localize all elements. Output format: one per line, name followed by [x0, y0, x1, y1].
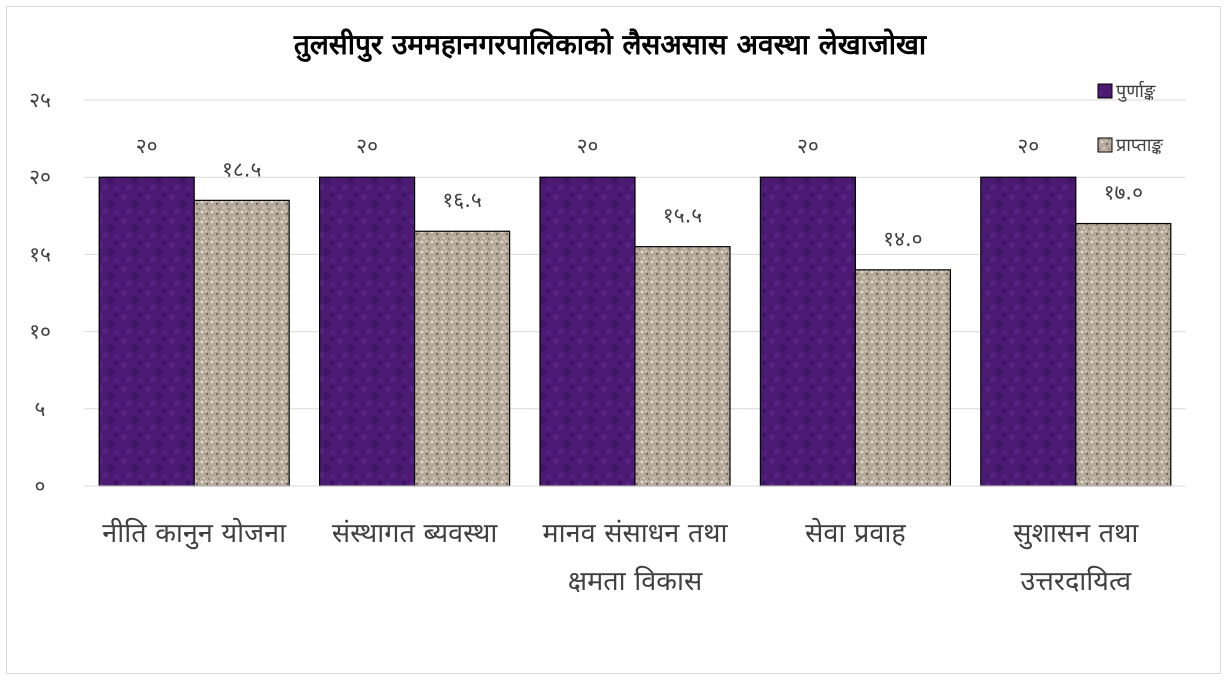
chart-title: तुलसीपुर उममहानगरपालिकाको लैसअसास अवस्था… [293, 28, 928, 62]
y-tick-label: २० [29, 165, 51, 189]
category-label: उत्तरदायित्व [1020, 565, 1132, 597]
bar-praptanka [1075, 222, 1172, 487]
bar-praptanka [414, 230, 511, 487]
category-label: सेवा प्रवाह [805, 517, 906, 549]
y-tick-label: ० [35, 474, 46, 498]
x-axis: नीति कानुन योजना संस्थागत ब्यवस्था मानव सं… [84, 485, 1186, 597]
bar-praptanka [854, 269, 952, 487]
data-label: १५.५ [663, 204, 702, 228]
data-label: १८.५ [222, 157, 261, 181]
y-tick-label: १० [29, 320, 51, 344]
data-label: १७.० [1104, 181, 1143, 205]
legend-label: पुर्णाङ्क [1116, 80, 1156, 102]
category-label: मानव संसाधन तथा [542, 518, 728, 549]
data-label: २० [1017, 134, 1039, 158]
data-label: १४.० [883, 227, 922, 251]
y-tick-label: १५ [29, 242, 51, 266]
bar-purnanka [319, 176, 416, 487]
bar-purnanka [759, 176, 857, 487]
category-label: सुशासन तथा [1013, 518, 1139, 550]
bar-praptanka [193, 199, 290, 487]
data-label: २० [577, 134, 599, 158]
legend-swatch [1097, 137, 1113, 153]
data-label: २० [136, 134, 158, 158]
legend: पुर्णाङ्क प्राप्ताङ्क [1097, 80, 1163, 156]
data-label: २० [356, 134, 378, 158]
bar-praptanka [634, 246, 731, 487]
y-tick-label: २५ [29, 88, 51, 112]
legend-label: प्राप्ताङ्क [1116, 135, 1163, 156]
data-label: १६.५ [442, 188, 481, 212]
legend-swatch [1097, 83, 1113, 99]
data-labels: २० १८.५ २० १६.५ २० १५.५ २० १४.० २० १७.० [136, 134, 1143, 251]
bar-purnanka [539, 176, 636, 487]
bar-purnanka [980, 176, 1077, 487]
data-label: २० [797, 134, 819, 158]
y-axis: ० ५ १० १५ २० २५ [29, 88, 51, 498]
bar-purnanka [98, 176, 195, 487]
bars [98, 176, 1172, 487]
category-label: संस्थागत ब्यवस्था [332, 518, 499, 549]
category-label: क्षमता विकास [568, 565, 703, 597]
y-tick-label: ५ [35, 397, 46, 421]
category-label: नीति कानुन योजना [102, 517, 287, 550]
